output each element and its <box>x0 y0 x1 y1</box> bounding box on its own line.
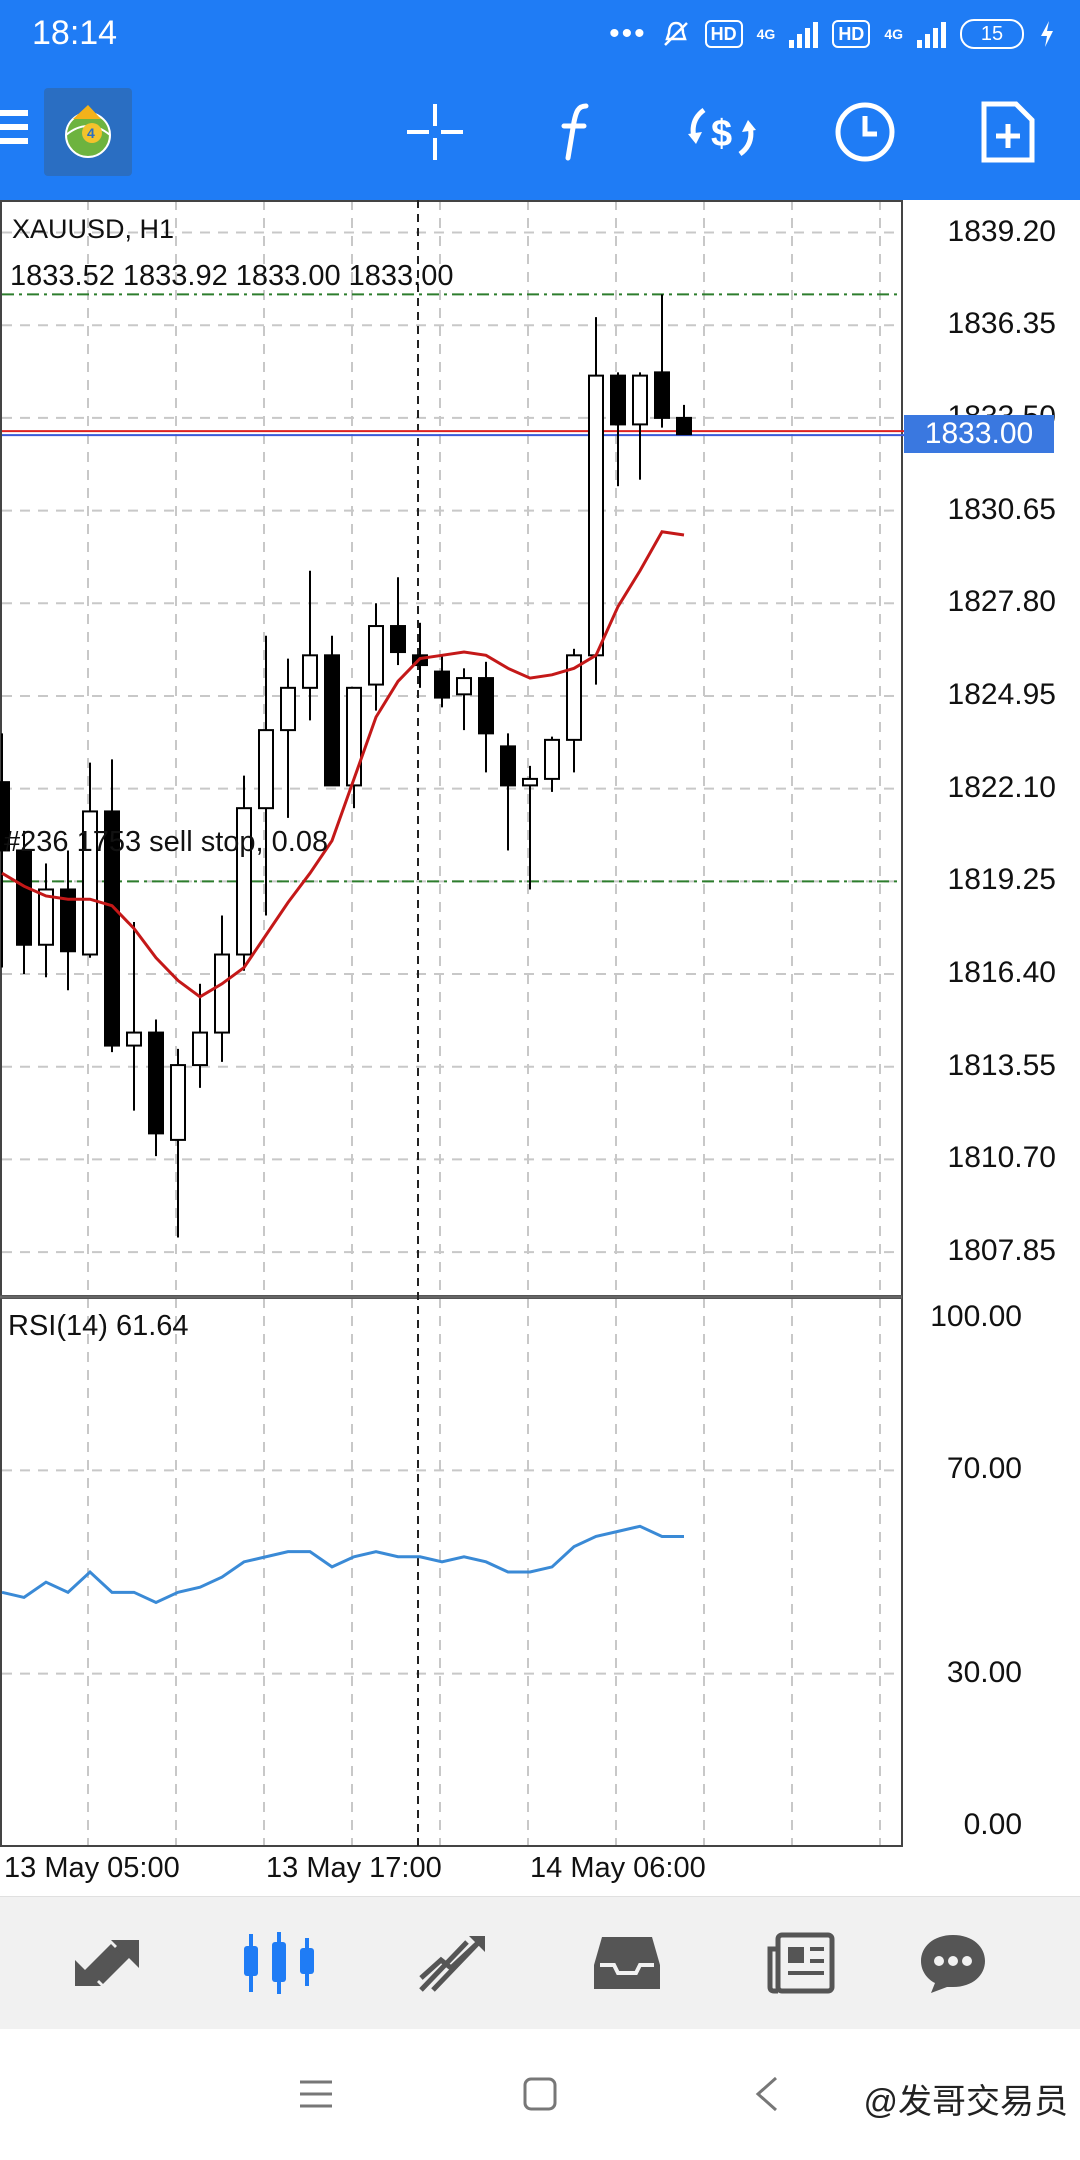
price-tick-label: 1819.25 <box>947 863 1056 897</box>
candle-bear <box>16 849 32 946</box>
candle-bear <box>60 888 76 953</box>
home-icon[interactable] <box>522 2076 558 2112</box>
battery-level: 15 <box>980 23 1004 45</box>
crosshair-icon[interactable] <box>395 92 475 172</box>
rsi-tick-label: 30.00 <box>946 1655 1022 1689</box>
network-type: 4G <box>756 26 776 42</box>
time-tick-label: 13 May 05:00 <box>4 1852 180 1884</box>
candle-bear <box>0 781 10 852</box>
charging-icon <box>1041 21 1053 47</box>
candle-bull <box>302 654 318 689</box>
network-type-2: 4G <box>884 26 903 42</box>
candle-bull <box>566 654 582 741</box>
chart-tab-icon[interactable] <box>234 1923 324 2003</box>
candle-bear <box>478 677 494 735</box>
candle-bull <box>258 729 274 810</box>
trade-tab-icon[interactable] <box>408 1923 498 2003</box>
price-tick-label: 1822.10 <box>947 770 1056 804</box>
price-tick-label: 1830.65 <box>947 492 1056 526</box>
candle-bear <box>390 625 406 654</box>
candle-bull <box>544 738 560 780</box>
status-bar: 18:14 ••• HD 4G HD 4G 15 <box>0 0 1080 68</box>
svg-text:4: 4 <box>87 125 95 141</box>
candle-bear <box>148 1031 164 1135</box>
ohlc-label: 1833.52 1833.92 1833.00 1833.00 <box>10 260 454 292</box>
candle-bull <box>346 686 362 787</box>
candle-bear <box>676 416 692 436</box>
indicators-icon[interactable] <box>538 92 618 172</box>
top-toolbar: 4 $ <box>0 68 1080 200</box>
price-tick-label: 1807.85 <box>947 1234 1056 1268</box>
time-tick-label: 13 May 17:00 <box>266 1852 442 1884</box>
timeframe-icon[interactable] <box>825 92 905 172</box>
price-tick-label: 1813.55 <box>947 1048 1056 1082</box>
candle-bull <box>588 374 604 657</box>
chart-area[interactable]: XAUUSD, H1 1833.52 1833.92 1833.00 1833.… <box>0 200 1080 1884</box>
candle-bull <box>38 888 54 946</box>
symbol-label: XAUUSD, H1 <box>12 214 175 244</box>
news-tab-icon[interactable] <box>756 1923 846 2003</box>
candle-bear <box>654 371 670 419</box>
quotes-icon[interactable] <box>62 1923 152 2003</box>
order-label: #236 1753 sell stop, 0.08 <box>4 826 329 858</box>
candle-bear <box>434 670 450 699</box>
trade-icon[interactable]: $ <box>682 92 762 172</box>
candle-bear <box>324 654 340 787</box>
candle-bull <box>214 953 230 1034</box>
signal-icon-2 <box>917 20 946 48</box>
chat-tab-icon[interactable] <box>908 1923 998 2003</box>
history-tab-icon[interactable] <box>582 1923 672 2003</box>
candle-bull <box>522 777 538 787</box>
current-price-tag: 1833.00 <box>904 415 1054 454</box>
rsi-tick-label: 0.00 <box>963 1808 1022 1841</box>
candle-bull <box>632 374 648 426</box>
time-tick-label: 14 May 06:00 <box>530 1852 706 1884</box>
more-dots-icon: ••• <box>609 17 647 50</box>
candle-bull <box>456 677 472 696</box>
rsi-tick-label: 100.00 <box>930 1300 1022 1333</box>
candle-bear <box>610 374 626 426</box>
candle-bear <box>500 745 516 787</box>
system-nav-bar <box>0 2030 1080 2160</box>
moving-average-line <box>1 530 685 999</box>
hd-badge-2: HD <box>832 20 871 48</box>
back-icon[interactable] <box>752 2074 782 2114</box>
candle-bear <box>104 810 120 1047</box>
candle-bull <box>82 810 98 956</box>
hd-badge: HD <box>704 20 743 48</box>
menu-icon[interactable] <box>0 110 28 154</box>
mute-bell-icon <box>663 21 688 46</box>
price-tick-label: 1824.95 <box>947 677 1056 711</box>
candle-bull <box>170 1064 186 1141</box>
main-pane-frame <box>0 200 903 1297</box>
price-tick-label: 1816.40 <box>947 956 1056 990</box>
candle-bull <box>126 1031 142 1047</box>
candle-bull <box>236 807 252 956</box>
status-icons: ••• HD 4G HD 4G 15 <box>609 14 1056 54</box>
price-tick-label: 1839.20 <box>947 214 1056 248</box>
rsi-pane-frame <box>0 1297 903 1847</box>
new-order-icon[interactable] <box>968 92 1048 172</box>
app-logo[interactable]: 4 <box>44 88 132 176</box>
candle-bull <box>192 1031 208 1067</box>
svg-text:$: $ <box>711 113 732 155</box>
watermark: @发哥交易员 <box>863 2083 1068 2121</box>
recents-icon[interactable] <box>298 2076 334 2112</box>
price-tick-label: 1810.70 <box>947 1141 1056 1175</box>
price-tick-label: 1836.35 <box>947 307 1056 341</box>
status-time: 18:14 <box>32 14 118 52</box>
battery-icon: 15 <box>960 19 1024 49</box>
bottom-nav <box>0 1896 1080 2029</box>
rsi-line <box>1 1524 684 1605</box>
candle-bull <box>368 625 384 686</box>
chart-canvas[interactable] <box>0 200 1080 1870</box>
price-tick-label: 1827.80 <box>947 585 1056 619</box>
candle-bull <box>280 686 296 732</box>
rsi-tick-label: 70.00 <box>946 1452 1022 1486</box>
rsi-label: RSI(14) 61.64 <box>8 1310 189 1342</box>
signal-icon <box>789 20 819 48</box>
